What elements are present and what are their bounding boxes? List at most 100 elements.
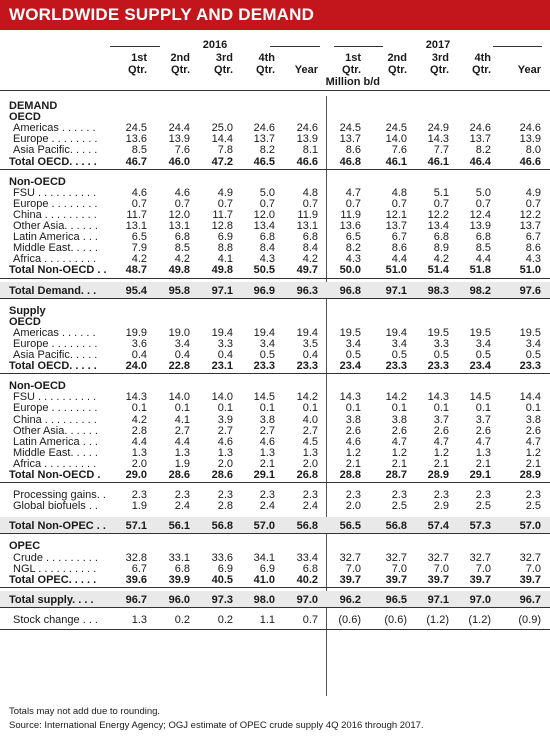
- table-cell: 8.6: [525, 242, 541, 255]
- table-cell: 8.5: [131, 144, 147, 157]
- table-cell: 6.9: [259, 562, 275, 575]
- table-cell: 0.5: [259, 349, 275, 361]
- column-header-line2: Qtr.: [472, 64, 491, 76]
- row-label: FSU . . . . . . . . . .: [13, 186, 97, 199]
- table-cell: 96.7: [519, 593, 541, 606]
- column-header-line2: Qtr.: [256, 64, 275, 76]
- table-cell: 0.2: [217, 613, 233, 626]
- table-cell: 51.0: [519, 264, 541, 277]
- row-label: China . . . . . . . . .: [13, 413, 97, 426]
- table-cell: 13.9: [296, 133, 318, 146]
- row-label: Total Non-OECD . .: [9, 264, 107, 277]
- table-title: WORLDWIDE SUPPLY AND DEMAND: [9, 5, 315, 24]
- table-cell: 6.8: [302, 562, 318, 575]
- table-cell: 3.4: [259, 337, 275, 350]
- table-cell: 6.5: [131, 231, 147, 244]
- table-cell: 24.4: [168, 122, 190, 135]
- table-cell: (1.2): [468, 613, 491, 626]
- table-cell: 4.7: [345, 186, 361, 199]
- table-cell: 28.6: [168, 469, 190, 481]
- table-cell: 96.9: [253, 284, 275, 297]
- table-cell: 46.8: [339, 155, 361, 168]
- table-cell: 4.6: [345, 435, 361, 448]
- row-label: FSU . . . . . . . . . .: [13, 391, 97, 404]
- table-cell: 6.8: [475, 231, 491, 244]
- total-underline: [0, 606, 550, 608]
- table-cell: 29.0: [125, 469, 147, 481]
- table-cell: 22.8: [168, 360, 190, 373]
- table-cell: 8.2: [475, 144, 491, 157]
- table-cell: 2.1: [475, 457, 491, 470]
- table-cell: 32.7: [469, 551, 491, 564]
- table-cell: 4.0: [302, 413, 318, 426]
- table-cell: 97.6: [519, 284, 541, 297]
- table-cell: 2.1: [525, 457, 541, 470]
- table-cell: 2.3: [174, 489, 190, 502]
- table-cell: 2.3: [345, 489, 361, 502]
- units-label: Million b/d: [325, 76, 380, 88]
- table-cell: 14.0: [168, 391, 190, 404]
- table-cell: 3.8: [345, 413, 361, 426]
- table-cell: 8.5: [475, 242, 491, 255]
- table-cell: 8.5: [174, 242, 190, 255]
- table-cell: 2.3: [302, 489, 318, 502]
- table-cell: 0.4: [174, 349, 190, 361]
- table-cell: 51.0: [385, 264, 407, 277]
- table-cell: 1.2: [391, 446, 407, 459]
- section-heading: Non-OECD: [9, 175, 66, 188]
- table-cell: 13.6: [339, 220, 361, 232]
- table-cell: 19.4: [253, 326, 275, 339]
- table-cell: 46.1: [385, 155, 407, 168]
- table-cell: 13.9: [469, 220, 491, 232]
- table-cell: 8.0: [525, 144, 541, 157]
- row-label: Asia Pacific. . . . .: [13, 349, 98, 361]
- table-cell: 49.8: [168, 264, 190, 277]
- table-cell: 12.0: [168, 208, 190, 221]
- section-heading: Supply: [9, 304, 46, 317]
- table-cell: 14.4: [211, 133, 233, 146]
- table-cell: 96.2: [339, 593, 361, 606]
- table-cell: 3.7: [475, 413, 491, 426]
- table-cell: 2.4: [259, 500, 275, 513]
- table-cell: 7.0: [391, 562, 407, 575]
- table-cell: 23.3: [519, 360, 541, 373]
- section-heading: Non-OECD: [9, 380, 66, 393]
- table-cell: 7.0: [345, 562, 361, 575]
- table-cell: 39.9: [168, 573, 190, 586]
- table-cell: 4.6: [131, 186, 147, 199]
- table-cell: 96.0: [168, 593, 190, 606]
- table-cell: 8.1: [302, 144, 318, 157]
- row-label: Europe . . . . . . . .: [13, 402, 98, 415]
- table-cell: (0.9): [518, 613, 541, 626]
- table-cell: 4.6: [259, 435, 275, 448]
- table-cell: 0.5: [525, 349, 541, 361]
- table-cell: 0.7: [475, 197, 491, 210]
- table-cell: 2.5: [475, 500, 491, 513]
- table-cell: 19.5: [339, 326, 361, 339]
- table-cell: 13.6: [125, 133, 147, 146]
- table-cell: 7.0: [475, 562, 491, 575]
- table-cell: 29.1: [469, 469, 491, 481]
- table-cell: 46.4: [469, 155, 491, 168]
- table-cell: 0.1: [259, 402, 275, 415]
- table-cell: 46.6: [519, 155, 541, 168]
- table-cell: 4.5: [302, 435, 318, 448]
- table-cell: 2.7: [217, 424, 233, 437]
- table-cell: 28.9: [427, 469, 449, 481]
- table-cell: 29.1: [253, 469, 275, 481]
- row-label: Total Non-OECD .: [9, 469, 101, 481]
- row-label: Other Asia. . . . . .: [13, 424, 98, 437]
- table-cell: 40.2: [296, 573, 318, 586]
- table-cell: 32.7: [427, 551, 449, 564]
- table-cell: 14.2: [385, 391, 407, 404]
- table-cell: 0.7: [433, 197, 449, 210]
- table-cell: 0.7: [131, 197, 147, 210]
- table-cell: 0.4: [302, 349, 318, 361]
- table-cell: 7.0: [525, 562, 541, 575]
- table-cell: 4.1: [217, 253, 233, 266]
- column-header-line2: Qtr.: [171, 64, 190, 76]
- row-label: Global biofuels . .: [13, 500, 98, 513]
- row-label: Total supply. . . .: [9, 593, 94, 606]
- table-cell: 0.7: [217, 197, 233, 210]
